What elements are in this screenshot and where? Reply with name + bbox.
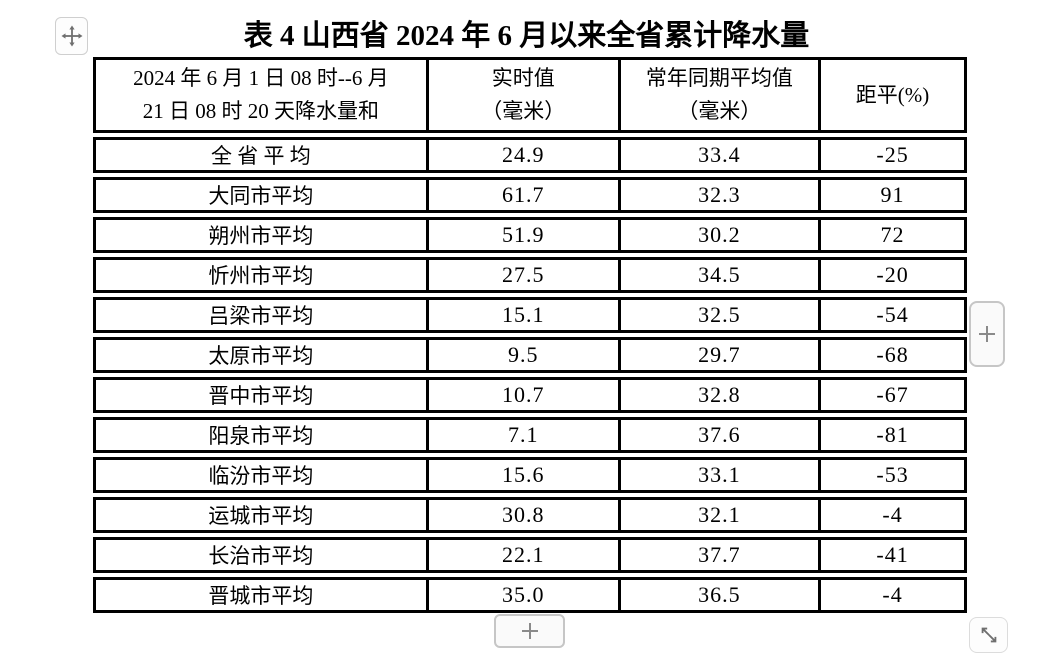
row-label: 忻州市平均: [208, 264, 314, 288]
plus-icon: [519, 620, 541, 642]
table-row: 朔州市平均 51.9 30.2 72: [93, 217, 967, 253]
move-icon: [60, 24, 84, 48]
row-label: 晋城市平均: [208, 584, 314, 608]
row-label: 大同市平均: [208, 184, 314, 208]
table-row: 临汾市平均 15.6 33.1 -53: [93, 457, 967, 493]
cell-normal-value: 32.8: [617, 380, 819, 410]
table-row: 太原市平均 9.5 29.7 -68: [93, 337, 967, 373]
table-body: 全 省 平 均 24.9 33.4 -25 大同市平均 61.7 32.3 91 朔州市平均 51…: [93, 137, 967, 613]
cell-normal-value: 36.5: [617, 580, 819, 610]
cell-realtime-value: 51.9: [425, 220, 618, 250]
cell-realtime-value: 15.1: [425, 300, 618, 330]
header-cell-normal: 常年同期平均值 （毫米）: [617, 60, 819, 130]
table-title: 表 4 山西省 2024 年 6 月以来全省累计降水量: [243, 20, 810, 52]
header-cell-anomaly: 距平(%): [818, 60, 964, 130]
cell-normal-value: 33.1: [617, 460, 819, 490]
table-row: 忻州市平均 27.5 34.5 -20: [93, 257, 967, 293]
move-handle-button[interactable]: [55, 17, 88, 55]
cell-anomaly-value: -4: [818, 580, 964, 610]
header-normal-line2: （毫米）: [677, 99, 762, 123]
table-row: 吕梁市平均 15.1 32.5 -54: [93, 297, 967, 333]
row-label: 阳泉市平均: [208, 424, 314, 448]
header-realtime-line2: （毫米）: [481, 99, 566, 123]
header-period-line1: 2024 年 6 月 1 日 08 时--6 月: [133, 66, 389, 91]
cell-realtime-value: 30.8: [425, 500, 618, 530]
cell-anomaly-value: -68: [818, 340, 964, 370]
cell-normal-value: 30.2: [617, 220, 819, 250]
cell-realtime-value: 22.1: [425, 540, 618, 570]
resize-handle-button[interactable]: [969, 617, 1008, 653]
cell-anomaly-value: -20: [818, 260, 964, 290]
cell-realtime-value: 27.5: [425, 260, 618, 290]
cell-realtime-value: 9.5: [425, 340, 618, 370]
row-label: 临汾市平均: [208, 464, 314, 488]
cell-normal-value: 34.5: [617, 260, 819, 290]
header-period-line2: 21 日 08 时 20 天降水量和: [142, 99, 380, 123]
diagonal-resize-icon: [978, 624, 1000, 646]
cell-anomaly-value: -54: [818, 300, 964, 330]
cell-realtime-value: 24.9: [425, 140, 618, 170]
header-cell-realtime: 实时值 （毫米）: [425, 60, 618, 130]
cell-realtime-value: 15.6: [425, 460, 618, 490]
cell-normal-value: 32.3: [617, 180, 819, 210]
header-realtime-line1: 实时值: [491, 66, 555, 91]
row-label: 晋中市平均: [208, 384, 314, 408]
cell-realtime-value: 35.0: [425, 580, 618, 610]
header-normal-line1: 常年同期平均值: [645, 66, 793, 91]
cell-normal-value: 37.6: [617, 420, 819, 450]
header-cell-period: 2024 年 6 月 1 日 08 时--6 月 21 日 08 时 20 天降…: [96, 60, 426, 130]
table-row: 晋中市平均 10.7 32.8 -67: [93, 377, 967, 413]
cell-realtime-value: 7.1: [425, 420, 618, 450]
row-label: 太原市平均: [208, 344, 314, 368]
cell-anomaly-value: -25: [818, 140, 964, 170]
cell-realtime-value: 10.7: [425, 380, 618, 410]
cell-anomaly-value: -53: [818, 460, 964, 490]
cell-anomaly-value: -4: [818, 500, 964, 530]
row-label: 全 省 平 均: [211, 144, 311, 168]
row-label: 吕梁市平均: [208, 304, 314, 328]
row-label: 朔州市平均: [208, 224, 314, 248]
cell-anomaly-value: 91: [818, 180, 964, 210]
cell-anomaly-value: -67: [818, 380, 964, 410]
cell-normal-value: 37.7: [617, 540, 819, 570]
table-row: 全 省 平 均 24.9 33.4 -25: [93, 137, 967, 173]
cell-anomaly-value: -81: [818, 420, 964, 450]
cell-normal-value: 32.5: [617, 300, 819, 330]
header-anomaly-label: 距平(%): [855, 82, 930, 107]
cell-normal-value: 29.7: [617, 340, 819, 370]
cell-normal-value: 32.1: [617, 500, 819, 530]
cell-anomaly-value: 72: [818, 220, 964, 250]
row-label: 运城市平均: [208, 504, 314, 528]
table-row: 运城市平均 30.8 32.1 -4: [93, 497, 967, 533]
add-column-button[interactable]: [969, 301, 1005, 367]
table-header-row: 2024 年 6 月 1 日 08 时--6 月 21 日 08 时 20 天降…: [93, 57, 967, 133]
cell-realtime-value: 61.7: [425, 180, 618, 210]
cell-anomaly-value: -41: [818, 540, 964, 570]
precipitation-table: 2024 年 6 月 1 日 08 时--6 月 21 日 08 时 20 天降…: [93, 57, 967, 613]
row-label: 长治市平均: [208, 544, 314, 568]
table-row: 阳泉市平均 7.1 37.6 -81: [93, 417, 967, 453]
table-row: 长治市平均 22.1 37.7 -41: [93, 537, 967, 573]
add-row-button[interactable]: [494, 614, 565, 648]
table-row: 大同市平均 61.7 32.3 91: [93, 177, 967, 213]
cell-normal-value: 33.4: [617, 140, 819, 170]
plus-icon: [976, 323, 998, 345]
table-row: 晋城市平均 35.0 36.5 -4: [93, 577, 967, 613]
